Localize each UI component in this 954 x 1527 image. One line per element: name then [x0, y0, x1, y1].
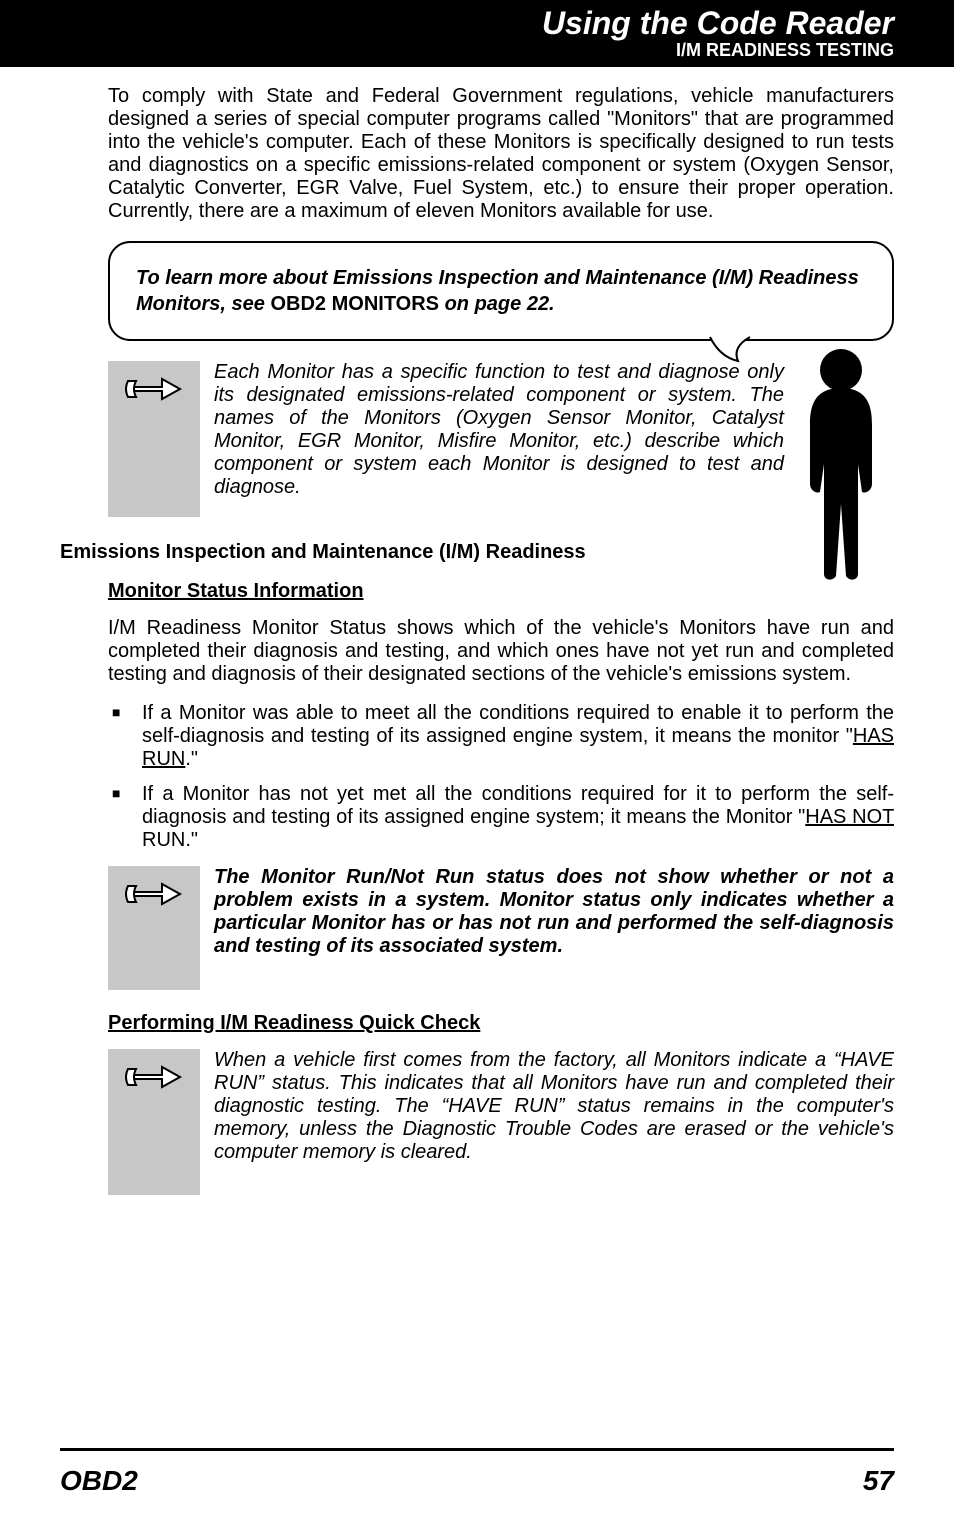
bullet-1-post: .": [185, 748, 198, 770]
header-title: Using the Code Reader: [0, 6, 894, 41]
note-3: When a vehicle first comes from the fact…: [108, 1049, 894, 1195]
callout-text: To learn more about Emissions Inspection…: [136, 267, 859, 315]
person-silhouette-icon: [786, 344, 896, 584]
callout-part2: OBD2 MONITORS: [270, 293, 439, 315]
footer-page-number: 57: [863, 1465, 894, 1497]
note-2-text: The Monitor Run/Not Run status does not …: [214, 866, 894, 958]
note-icon-box: [108, 866, 200, 990]
callout-tail-icon: [708, 335, 752, 363]
pointing-hand-icon: [122, 1055, 186, 1099]
bullet-2-pre: If a Monitor has not yet met all the con…: [142, 783, 894, 828]
subheading-monitor-status: Monitor Status Information: [108, 580, 894, 603]
bullet-2: If a Monitor has not yet met all the con…: [142, 783, 894, 852]
page: Using the Code Reader I/M READINESS TEST…: [0, 0, 954, 1527]
bullet-1: If a Monitor was able to meet all the co…: [142, 702, 894, 771]
subheading-quick-check: Performing I/M Readiness Quick Check: [108, 1012, 894, 1035]
bullet-list: If a Monitor was able to meet all the co…: [108, 702, 894, 852]
callout-part3: on page 22.: [439, 293, 555, 315]
note-3-text: When a vehicle first comes from the fact…: [214, 1049, 894, 1164]
pointing-hand-icon: [122, 872, 186, 916]
intro-paragraph: To comply with State and Federal Governm…: [60, 85, 894, 223]
section-heading: Emissions Inspection and Maintenance (I/…: [60, 541, 894, 564]
bullet-1-pre: If a Monitor was able to meet all the co…: [142, 702, 894, 747]
note-icon-box: [108, 361, 200, 517]
header-bar: Using the Code Reader I/M READINESS TEST…: [0, 0, 954, 67]
monitor-status-paragraph: I/M Readiness Monitor Status shows which…: [60, 617, 894, 686]
note-1-text: Each Monitor has a specific function to …: [214, 361, 784, 499]
note-1: Each Monitor has a specific function to …: [108, 361, 894, 517]
note-2: The Monitor Run/Not Run status does not …: [108, 866, 894, 990]
pointing-hand-icon: [122, 367, 186, 411]
footer: OBD2 57: [60, 1465, 894, 1497]
note-icon-box: [108, 1049, 200, 1195]
callout-box: To learn more about Emissions Inspection…: [108, 241, 894, 341]
footer-rule: [60, 1448, 894, 1451]
header-subtitle: I/M READINESS TESTING: [0, 41, 894, 61]
bullet-2-post: RUN.": [142, 829, 198, 851]
bullet-2-u: HAS NOT: [805, 806, 894, 828]
footer-left: OBD2: [60, 1465, 138, 1497]
